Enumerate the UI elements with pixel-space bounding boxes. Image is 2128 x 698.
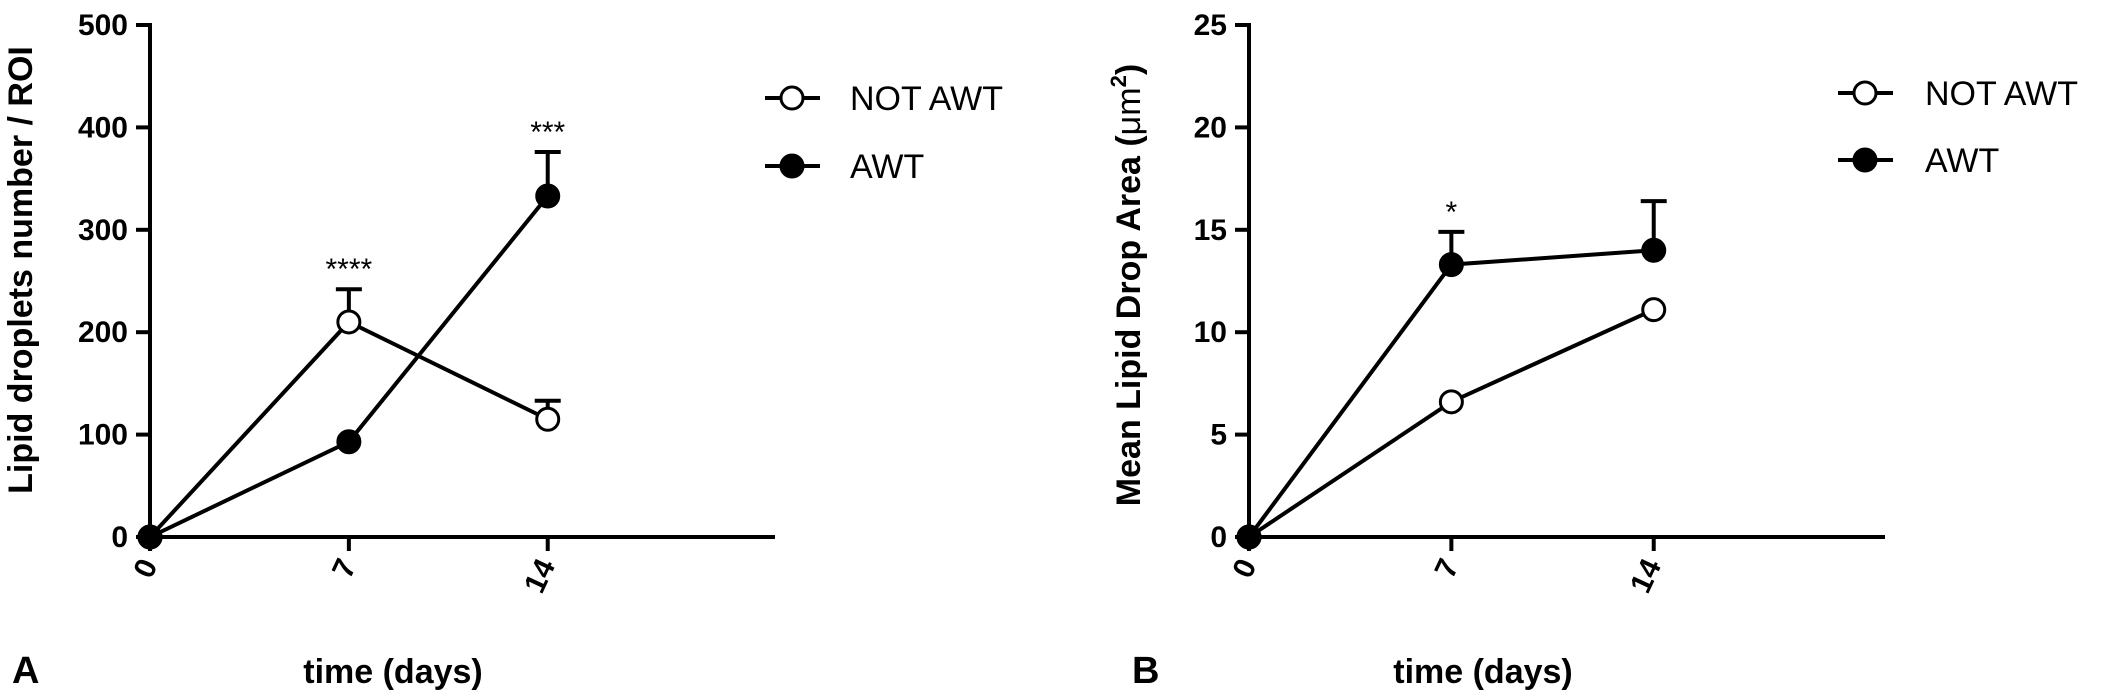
panel-b-legend-awt-marker (1852, 147, 1878, 173)
panel-b-y-tick-label: 15 (1194, 214, 1227, 247)
panel-b-legend-not-awt-marker (1852, 80, 1878, 106)
panel-b-legend-awt-label: AWT (1925, 142, 1999, 180)
panel-b-not-awt-point (1438, 389, 1464, 415)
panel-b-awt-point (1438, 252, 1464, 278)
panel-b-chart: Mean Lipid Drop Area (μm2) time (days) B… (1106, 9, 2078, 692)
panel-b-x-tick-label: 0 (1226, 554, 1263, 583)
panel-a-legend-not-awt-marker (779, 85, 805, 111)
panel-b-y-axis-label-sup: 2 (1106, 75, 1131, 87)
panel-b-y-tick-label: 0 (1210, 521, 1227, 554)
panel-a-x-axis-label: time (days) (303, 653, 483, 691)
panel-b-awt-point (1236, 524, 1262, 550)
panel-b-y-axis-label-close: ) (1110, 64, 1148, 75)
panel-a-not-awt-point (535, 406, 561, 432)
panel-b-y-axis-label-main: Mean Lipid Drop Area ( (1110, 135, 1148, 507)
panel-a-legend-awt-label: AWT (850, 148, 924, 186)
panel-a-y-tick-label: 100 (78, 419, 128, 452)
panel-a-axes: 0 100 200 300 400 500 0 7 14 (78, 9, 775, 598)
panel-a-x-tick-label: 14 (518, 554, 562, 598)
panel-b-y-axis-label: Mean Lipid Drop Area (μm2) (1106, 64, 1148, 506)
panel-a-significance-label: *** (530, 116, 565, 149)
panel-b-legend-not-awt-label: NOT AWT (1925, 75, 2078, 113)
panel-b-y-tick-label: 20 (1194, 111, 1227, 144)
panel-b-y-axis-label-unit: μm (1110, 87, 1148, 135)
panel-a-y-tick-label: 200 (78, 316, 128, 349)
panel-a-chart: Lipid droplets number / ROI time (days) … (2, 9, 1003, 692)
panel-b-y-tick-label: 25 (1194, 9, 1227, 42)
panel-b-x-tick-label: 7 (1429, 554, 1466, 583)
panel-b-label: B (1132, 650, 1159, 692)
panel-b-marks: * (1236, 196, 1667, 550)
panel-a-marks: ******* (137, 116, 566, 550)
panel-a-x-tick-label: 7 (326, 554, 363, 583)
panel-b-x-axis-label: time (days) (1393, 653, 1573, 691)
panel-b-not-awt-line (1247, 307, 1655, 539)
panel-a-y-axis-label: Lipid droplets number / ROI (2, 46, 40, 494)
panel-a-y-tick-label: 300 (78, 214, 128, 247)
panel-b-legend: NOT AWT AWT (1838, 75, 2078, 180)
panel-b-x-tick-label: 14 (1624, 554, 1668, 598)
panel-a-legend: NOT AWT AWT (765, 80, 1003, 186)
panel-b-y-tick-label: 5 (1210, 419, 1227, 452)
panel-a-awt-line (149, 194, 550, 539)
panel-b-y-tick-label: 10 (1194, 316, 1227, 349)
panel-a-legend-not-awt-label: NOT AWT (850, 80, 1003, 118)
panel-a-label: A (12, 650, 39, 692)
panel-b-not-awt-point (1641, 297, 1667, 323)
panel-a-y-tick-label: 0 (111, 521, 128, 554)
panel-b-significance-label: * (1446, 196, 1458, 229)
panel-a-not-awt-point (336, 309, 362, 335)
panel-a-legend-awt-marker (779, 153, 805, 179)
panel-a-awt-point (137, 524, 163, 550)
panel-a-significance-label: **** (326, 253, 373, 286)
panel-a-awt-point (336, 429, 362, 455)
panel-a-y-tick-label: 400 (78, 111, 128, 144)
panel-a-awt-point (535, 183, 561, 209)
panel-b-axes: 0 5 10 15 20 25 0 7 14 (1194, 9, 1885, 598)
panel-b-awt-point (1641, 237, 1667, 263)
panel-a-x-tick-label: 0 (127, 554, 164, 583)
panel-a-y-tick-label: 500 (78, 9, 128, 42)
